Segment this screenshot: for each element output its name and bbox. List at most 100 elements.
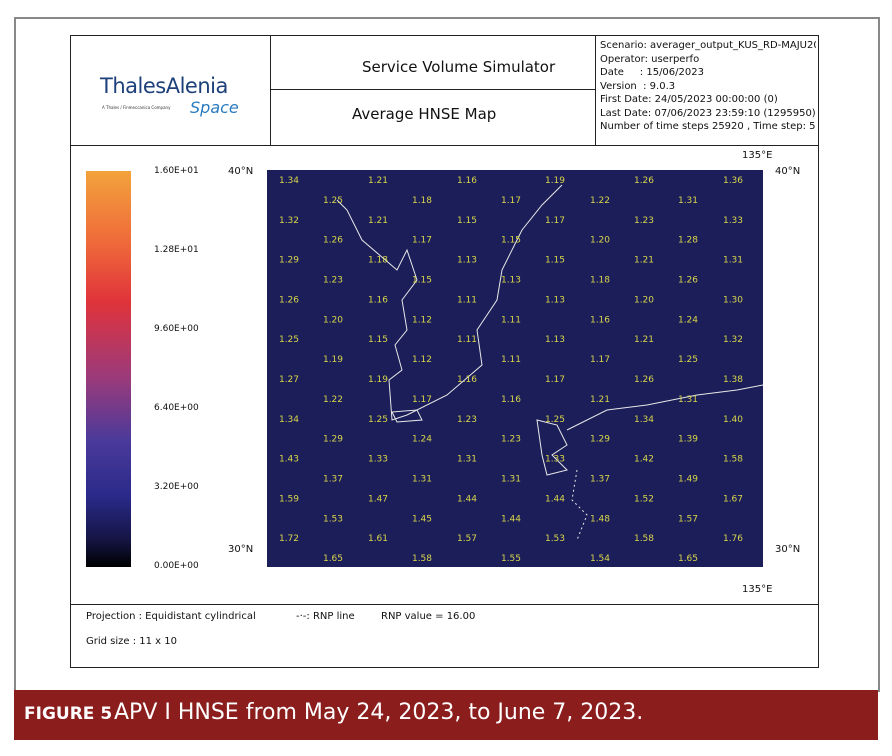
hnse-value: 1.26 [634, 176, 654, 186]
rnp-value: RNP value = 16.00 [381, 611, 476, 622]
subtitle: Average HNSE Map [352, 105, 497, 123]
hnse-value: 1.48 [590, 514, 610, 524]
hnse-value: 1.34 [279, 176, 299, 186]
map-background [267, 170, 763, 567]
hnse-value: 1.44 [457, 494, 477, 504]
report [70, 35, 819, 668]
hnse-value: 1.13 [457, 256, 477, 266]
hnse-value: 1.25 [279, 335, 299, 345]
colorbar-label: 3.20E+00 [154, 482, 199, 492]
info-line: Date : 15/06/2023 [600, 67, 704, 78]
coastline [391, 409, 423, 423]
hnse-value: 1.13 [545, 335, 565, 345]
lat-label: 30°N [228, 544, 254, 555]
hnse-value: 1.27 [279, 375, 299, 385]
hnse-value: 1.18 [412, 196, 432, 206]
colorbar-label: 1.28E+01 [154, 245, 199, 255]
hnse-value: 1.28 [678, 236, 698, 246]
hnse-value: 1.58 [634, 534, 654, 544]
hnse-value: 1.42 [634, 455, 654, 465]
hnse-value: 1.67 [723, 494, 743, 504]
hnse-value: 1.21 [590, 395, 610, 405]
info-line: Operator: userperfo [600, 53, 700, 65]
hnse-value: 1.12 [412, 315, 432, 325]
hnse-value: 1.57 [678, 514, 698, 524]
lon-label: 135°E [742, 584, 773, 595]
hnse-value: 1.25 [323, 196, 343, 206]
hnse-value: 1.16 [590, 315, 610, 325]
hnse-value: 1.31 [678, 395, 698, 405]
hnse-value: 1.53 [545, 534, 565, 544]
hnse-value: 1.18 [590, 276, 610, 286]
hnse-value: 1.17 [590, 355, 610, 365]
hnse-value: 1.25 [545, 415, 565, 425]
hnse-value: 1.37 [323, 475, 343, 485]
hnse-value: 1.24 [412, 435, 432, 445]
info-line: Number of time steps 25920 , Time step: … [600, 121, 816, 132]
hnse-value: 1.15 [412, 276, 432, 286]
hnse-value: 1.72 [279, 534, 299, 544]
hnse-value: 1.11 [457, 295, 477, 305]
hnse-value: 1.19 [545, 176, 565, 186]
hnse-value: 1.22 [323, 395, 343, 405]
hnse-value: 1.33 [368, 455, 388, 465]
hnse-value: 1.54 [590, 554, 610, 564]
hnse-value: 1.26 [634, 375, 654, 385]
logo-sub: Space [190, 98, 239, 117]
hnse-value: 1.58 [412, 554, 432, 564]
colorbar-label: 1.60E+01 [154, 166, 199, 176]
hnse-value: 1.32 [279, 216, 299, 226]
hnse-value: 1.29 [279, 256, 299, 266]
hnse-value: 1.23 [323, 276, 343, 286]
logo-name: ThalesAlenia [100, 74, 228, 98]
hnse-value: 1.25 [678, 355, 698, 365]
hnse-value: 1.13 [545, 295, 565, 305]
hnse-value: 1.26 [279, 295, 299, 305]
hnse-value: 1.32 [723, 335, 743, 345]
info-block: Scenario: averager_output_KUS_RD-MAJU20 O… [600, 39, 816, 143]
header-divider [270, 89, 595, 90]
colorbar-label: 0.00E+00 [154, 561, 199, 571]
hnse-value: 1.29 [323, 435, 343, 445]
hnse-value: 1.18 [368, 256, 388, 266]
hnse-value: 1.23 [634, 216, 654, 226]
coastline [571, 469, 588, 541]
hnse-value: 1.11 [501, 315, 521, 325]
hnse-value: 1.57 [457, 534, 477, 544]
footer-divider [70, 604, 818, 605]
info-line: Scenario: averager_output_KUS_RD-MAJU20 [600, 40, 816, 51]
colorbar [86, 171, 131, 567]
hnse-value: 1.21 [368, 216, 388, 226]
hnse-value: 1.15 [368, 335, 388, 345]
hnse-value: 1.17 [545, 216, 565, 226]
colorbar-label: 6.40E+00 [154, 403, 199, 413]
hnse-value: 1.55 [501, 554, 521, 564]
hnse-value: 1.49 [678, 475, 698, 485]
lat-label: 30°N [775, 544, 801, 555]
hnse-value: 1.17 [501, 196, 521, 206]
hnse-value: 1.12 [412, 355, 432, 365]
hnse-value: 1.26 [323, 236, 343, 246]
info-line: Version : 9.0.3 [600, 80, 676, 92]
hnse-value: 1.31 [678, 196, 698, 206]
hnse-value: 1.33 [545, 455, 565, 465]
hnse-value: 1.23 [457, 415, 477, 425]
hnse-value: 1.30 [723, 295, 743, 305]
hnse-value: 1.31 [501, 475, 521, 485]
hnse-value: 1.76 [723, 534, 743, 544]
hnse-value: 1.40 [723, 415, 743, 425]
lat-label: 40°N [228, 166, 254, 177]
hnse-value: 1.19 [323, 355, 343, 365]
hnse-value: 1.23 [501, 435, 521, 445]
header-divider [595, 35, 596, 145]
map: 1.34 1.21 1.16 1.19 1.26 1.36 1.25 1.18 1.17 1.22… [267, 170, 763, 567]
hnse-value: 1.52 [634, 494, 654, 504]
hnse-value: 1.31 [412, 475, 432, 485]
caption-text: APV I HNSE from May 24, 2023, to June 7,… [114, 700, 644, 725]
lon-label: 135°E [742, 150, 773, 161]
hnse-value: 1.21 [634, 256, 654, 266]
hnse-value: 1.11 [501, 355, 521, 365]
logo-tagline: A Thales / Finmeccanica Company [102, 105, 171, 110]
hnse-value: 1.61 [368, 534, 388, 544]
